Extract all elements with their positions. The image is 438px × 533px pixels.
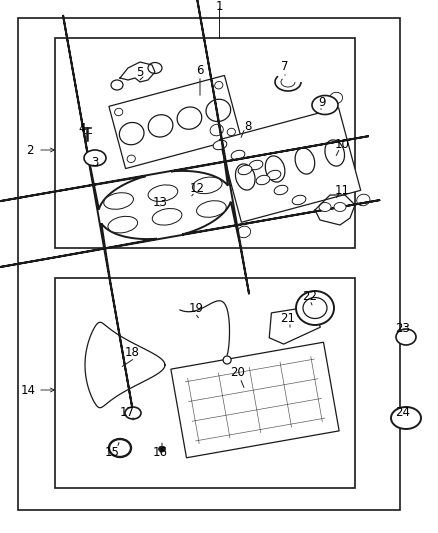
- Polygon shape: [171, 342, 339, 458]
- Bar: [18, 18, 400, 510]
- Text: 19: 19: [188, 302, 204, 314]
- Ellipse shape: [238, 165, 252, 175]
- Text: 4: 4: [78, 122, 86, 134]
- Text: 23: 23: [396, 321, 410, 335]
- Text: 12: 12: [190, 182, 205, 195]
- Ellipse shape: [115, 108, 123, 116]
- Ellipse shape: [329, 92, 343, 104]
- Ellipse shape: [267, 170, 281, 180]
- Ellipse shape: [319, 203, 331, 212]
- Ellipse shape: [159, 446, 166, 452]
- Text: 13: 13: [152, 196, 167, 208]
- Text: 2: 2: [26, 143, 34, 157]
- Ellipse shape: [312, 95, 338, 115]
- Text: 14: 14: [21, 384, 35, 397]
- Text: 6: 6: [196, 63, 204, 77]
- Ellipse shape: [292, 195, 306, 205]
- Ellipse shape: [108, 216, 138, 233]
- Text: 20: 20: [230, 367, 245, 379]
- Text: 11: 11: [335, 183, 350, 197]
- Text: 7: 7: [281, 60, 289, 72]
- Ellipse shape: [148, 185, 178, 201]
- Ellipse shape: [325, 140, 345, 166]
- Bar: [55, 278, 355, 488]
- Ellipse shape: [303, 297, 327, 319]
- Ellipse shape: [206, 99, 231, 122]
- Ellipse shape: [227, 128, 235, 136]
- Ellipse shape: [192, 177, 222, 193]
- Ellipse shape: [231, 150, 245, 160]
- Text: 15: 15: [105, 446, 120, 458]
- Ellipse shape: [391, 407, 421, 429]
- Ellipse shape: [119, 123, 144, 145]
- Ellipse shape: [127, 155, 135, 163]
- Polygon shape: [269, 306, 320, 344]
- Text: 10: 10: [335, 139, 350, 151]
- Ellipse shape: [256, 175, 270, 185]
- Text: 8: 8: [244, 119, 252, 133]
- Text: 16: 16: [152, 447, 167, 459]
- Ellipse shape: [148, 62, 162, 74]
- Text: 17: 17: [120, 407, 134, 419]
- Ellipse shape: [249, 160, 263, 169]
- Bar: [55, 38, 355, 248]
- Ellipse shape: [152, 208, 182, 225]
- Text: 24: 24: [396, 407, 410, 419]
- Text: 5: 5: [136, 67, 144, 79]
- Text: 22: 22: [303, 289, 318, 303]
- Ellipse shape: [236, 164, 255, 190]
- Ellipse shape: [396, 329, 416, 345]
- Ellipse shape: [109, 439, 131, 457]
- Ellipse shape: [265, 156, 285, 182]
- Ellipse shape: [84, 150, 106, 166]
- Ellipse shape: [237, 226, 251, 238]
- Ellipse shape: [215, 82, 223, 89]
- Polygon shape: [109, 76, 241, 168]
- Text: 18: 18: [124, 345, 139, 359]
- Ellipse shape: [125, 407, 141, 419]
- Ellipse shape: [210, 124, 223, 136]
- Ellipse shape: [295, 148, 315, 174]
- Ellipse shape: [104, 193, 134, 209]
- Text: 9: 9: [318, 96, 326, 109]
- Ellipse shape: [177, 107, 202, 130]
- Ellipse shape: [357, 194, 370, 206]
- Text: 21: 21: [280, 311, 296, 325]
- Ellipse shape: [197, 201, 226, 217]
- Ellipse shape: [148, 115, 173, 137]
- Ellipse shape: [274, 185, 288, 195]
- Ellipse shape: [223, 356, 231, 364]
- Text: 3: 3: [91, 156, 99, 168]
- Ellipse shape: [213, 140, 227, 150]
- Polygon shape: [0, 0, 380, 418]
- Text: 1: 1: [215, 0, 223, 12]
- Ellipse shape: [296, 291, 334, 325]
- Ellipse shape: [111, 80, 123, 90]
- Polygon shape: [219, 108, 361, 222]
- Ellipse shape: [334, 203, 346, 212]
